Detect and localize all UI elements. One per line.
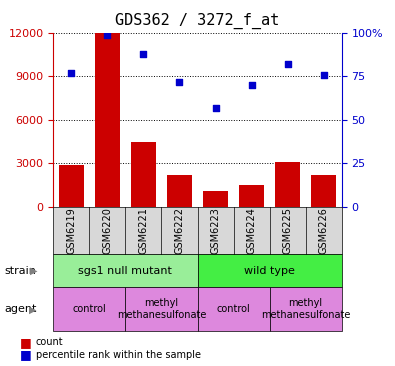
- Text: strain: strain: [4, 266, 36, 276]
- Text: ■: ■: [20, 348, 32, 362]
- Text: agent: agent: [4, 304, 36, 314]
- Bar: [167, 175, 192, 207]
- Text: percentile rank within the sample: percentile rank within the sample: [36, 350, 201, 360]
- Text: control: control: [217, 304, 250, 314]
- Point: [284, 61, 291, 67]
- Text: methyl
methanesulfonate: methyl methanesulfonate: [261, 298, 350, 320]
- Text: ▶: ▶: [30, 266, 37, 276]
- Text: control: control: [73, 304, 106, 314]
- Point: [248, 82, 255, 88]
- Text: ■: ■: [20, 336, 32, 349]
- Text: GSM6220: GSM6220: [102, 207, 113, 254]
- Text: GSM6225: GSM6225: [282, 207, 293, 254]
- Point: [320, 72, 327, 78]
- Text: GSM6226: GSM6226: [319, 207, 329, 254]
- Text: GSM6222: GSM6222: [175, 207, 184, 254]
- Point: [104, 32, 111, 38]
- Bar: [203, 191, 228, 207]
- Text: ▶: ▶: [29, 304, 36, 314]
- Text: GSM6223: GSM6223: [211, 207, 220, 254]
- Bar: [95, 33, 120, 207]
- Text: GSM6221: GSM6221: [138, 207, 149, 254]
- Text: wild type: wild type: [244, 266, 295, 276]
- Point: [140, 51, 147, 57]
- Bar: [59, 165, 84, 207]
- Point: [68, 70, 75, 76]
- Text: GSM6219: GSM6219: [66, 207, 76, 254]
- Point: [213, 105, 219, 111]
- Text: GSM6224: GSM6224: [246, 207, 257, 254]
- Bar: [311, 175, 336, 207]
- Text: methyl
methanesulfonate: methyl methanesulfonate: [117, 298, 206, 320]
- Text: GDS362 / 3272_f_at: GDS362 / 3272_f_at: [115, 13, 280, 29]
- Text: count: count: [36, 337, 63, 347]
- Bar: [275, 162, 300, 207]
- Point: [176, 79, 182, 85]
- Text: sgs1 null mutant: sgs1 null mutant: [79, 266, 172, 276]
- Bar: [131, 142, 156, 207]
- Bar: [239, 185, 264, 207]
